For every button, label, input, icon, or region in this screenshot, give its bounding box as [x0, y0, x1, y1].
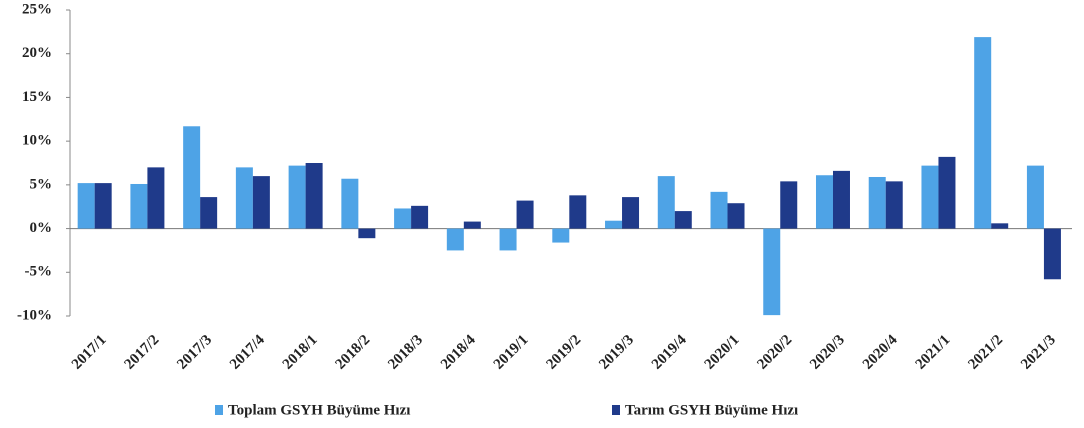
- bar: [77, 183, 95, 229]
- x-tick-label: 2018/4: [438, 332, 479, 373]
- x-tick-label: 2021/1: [913, 332, 954, 373]
- x-tick-label: 2018/2: [333, 332, 374, 373]
- x-tick-label: 2019/4: [649, 332, 690, 373]
- y-tick-label: 20%: [22, 45, 52, 61]
- x-tick-label: 2017/4: [227, 332, 268, 373]
- bar: [710, 191, 728, 229]
- bar: [605, 220, 623, 229]
- x-tick-label: 2019/3: [596, 332, 637, 373]
- bar: [358, 228, 376, 239]
- x-tick-label: 2021/2: [965, 332, 1006, 373]
- bar: [885, 181, 903, 229]
- bar: [183, 126, 201, 229]
- legend-label: Toplam GSYH Büyüme Hızı: [228, 402, 410, 418]
- legend-swatch: [215, 405, 223, 415]
- bar: [463, 221, 481, 229]
- y-tick-label: 25%: [22, 1, 52, 17]
- x-tick-label: 2020/4: [860, 332, 901, 373]
- bar: [288, 165, 306, 229]
- x-tick-label: 2020/3: [807, 332, 848, 373]
- x-tick-label: 2020/1: [702, 332, 743, 373]
- bar: [411, 205, 429, 229]
- bar: [394, 208, 412, 229]
- x-tick-label: 2021/3: [1018, 332, 1059, 373]
- bar: [94, 183, 112, 229]
- bar: [974, 37, 992, 229]
- bar: [252, 176, 270, 229]
- bar: [991, 223, 1009, 229]
- bar: [780, 181, 798, 229]
- bar: [147, 167, 165, 229]
- bar: [200, 197, 218, 229]
- bar: [1026, 165, 1044, 229]
- y-tick-label: 0%: [30, 220, 53, 236]
- bar: [552, 228, 570, 243]
- x-tick-label: 2017/1: [69, 332, 110, 373]
- bar: [516, 200, 534, 229]
- bar: [674, 211, 692, 229]
- bar: [832, 170, 850, 229]
- bar: [815, 175, 833, 229]
- bar: [938, 156, 956, 229]
- x-tick-label: 2019/2: [543, 332, 584, 373]
- bar: [569, 195, 587, 229]
- bar: [622, 197, 640, 229]
- bar: [657, 176, 675, 229]
- bar: [763, 228, 781, 316]
- x-tick-label: 2017/2: [122, 332, 163, 373]
- bar: [921, 165, 939, 229]
- bar: [305, 163, 323, 229]
- x-tick-label: 2017/3: [174, 332, 215, 373]
- y-tick-label: -5%: [25, 264, 53, 280]
- y-tick-label: 15%: [22, 89, 52, 105]
- y-tick-label: -10%: [17, 307, 52, 323]
- y-tick-label: 5%: [30, 176, 53, 192]
- bar: [868, 176, 886, 229]
- legend-swatch: [612, 405, 620, 415]
- bar: [341, 178, 359, 229]
- x-tick-label: 2018/1: [280, 332, 321, 373]
- bar: [130, 183, 148, 229]
- x-tick-label: 2020/2: [754, 332, 795, 373]
- legend-label: Tarım GSYH Büyüme Hızı: [625, 402, 798, 418]
- bar: [446, 228, 464, 251]
- bar: [499, 228, 517, 251]
- bar: [727, 203, 745, 229]
- x-tick-label: 2018/3: [385, 332, 426, 373]
- x-tick-label: 2019/1: [491, 332, 532, 373]
- bar: [235, 167, 253, 229]
- y-tick-label: 10%: [22, 133, 52, 149]
- bar: [1043, 228, 1061, 280]
